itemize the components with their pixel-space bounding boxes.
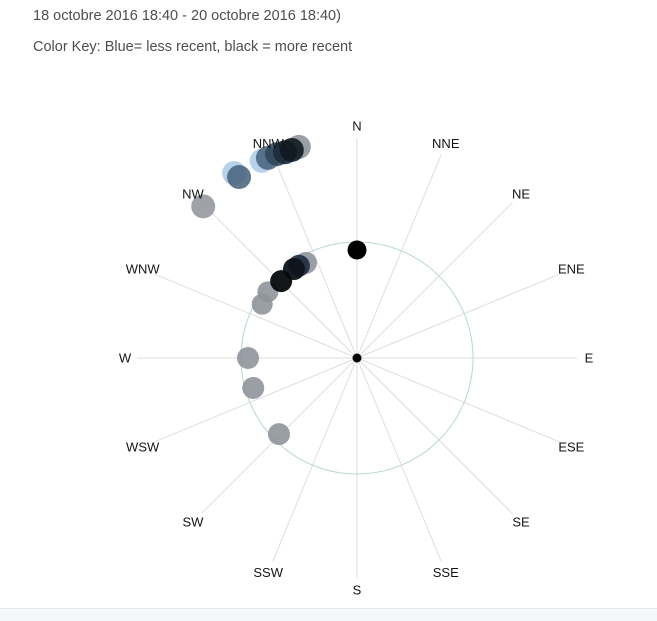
direction-label-ssw: SSW [253,565,283,580]
spoke-nnw [272,154,358,359]
spoke-ssw [272,357,358,562]
direction-label-ene: ENE [558,262,585,277]
data-point-16 [237,347,259,369]
data-points-layer [191,134,367,446]
color-key-label: Color Key: Blue= less recent, black = mo… [33,39,353,55]
direction-label-wnw: WNW [126,262,161,277]
direction-label-wsw: WSW [126,439,160,454]
spoke-ese [356,357,561,443]
chart-title: 18 octobre 2016 18:40 - 20 octobre 2016 … [33,8,341,24]
data-point-0 [191,194,216,219]
spoke-nne [356,154,442,359]
direction-label-se: SE [512,515,530,530]
direction-label-nne: NNE [432,136,460,151]
data-point-4 [227,165,252,190]
data-point-19 [352,353,362,363]
direction-label-sse: SSE [433,565,459,580]
direction-label-s: S [353,583,362,598]
spoke-sse [356,357,442,562]
data-point-8 [279,137,304,162]
direction-label-n: N [352,119,361,134]
direction-labels-layer: N NNE NE ENE E ESE SE SSE S SSW SW WSW W WNW NW NNW [119,119,594,598]
direction-label-e: E [585,351,594,366]
spoke-wsw [153,357,358,443]
compass-plot: N NNE NE ENE E ESE SE SSE S SSW SW WSW W WNW NW NNW [119,119,594,598]
spoke-se [356,357,513,514]
direction-label-ne: NE [512,186,530,201]
data-point-15 [347,240,367,260]
spoke-ne [356,202,513,359]
spoke-wnw [153,273,358,359]
direction-label-nnw: NNW [253,136,285,151]
footer-band [0,608,657,621]
data-point-17 [242,376,265,399]
spoke-ene [356,273,561,359]
direction-label-sw: SW [182,515,204,530]
direction-label-nw: NW [182,186,204,201]
data-point-14 [270,270,293,293]
data-point-18 [267,423,290,446]
direction-label-w: W [119,351,132,366]
direction-label-ese: ESE [558,439,584,454]
